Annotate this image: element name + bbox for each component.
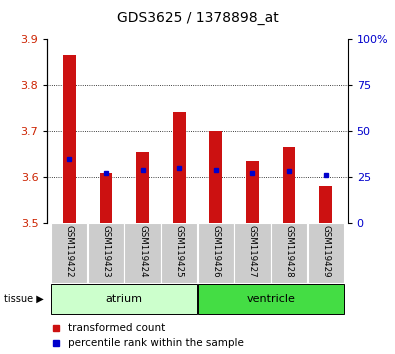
- Text: GSM119427: GSM119427: [248, 225, 257, 278]
- Bar: [234, 223, 271, 283]
- Text: ventricle: ventricle: [246, 294, 295, 304]
- Bar: [173, 112, 186, 223]
- Text: GSM119429: GSM119429: [321, 225, 330, 277]
- Bar: [198, 223, 234, 283]
- Text: GSM119422: GSM119422: [65, 225, 74, 278]
- Bar: [88, 223, 124, 283]
- Bar: [51, 223, 87, 283]
- Bar: [308, 223, 344, 283]
- Bar: [136, 152, 149, 223]
- Text: GSM119425: GSM119425: [175, 225, 184, 278]
- Text: transformed count: transformed count: [68, 322, 166, 332]
- Bar: [198, 284, 344, 314]
- Text: GSM119428: GSM119428: [284, 225, 293, 278]
- Text: GDS3625 / 1378898_at: GDS3625 / 1378898_at: [117, 11, 278, 25]
- Bar: [124, 223, 161, 283]
- Text: GSM119424: GSM119424: [138, 225, 147, 278]
- Bar: [100, 173, 113, 223]
- Bar: [209, 131, 222, 223]
- Bar: [51, 284, 198, 314]
- Text: percentile rank within the sample: percentile rank within the sample: [68, 338, 244, 348]
- Bar: [161, 223, 198, 283]
- Bar: [271, 223, 307, 283]
- Bar: [63, 55, 76, 223]
- Text: GSM119426: GSM119426: [211, 225, 220, 278]
- Bar: [282, 147, 295, 223]
- Text: tissue ▶: tissue ▶: [4, 294, 44, 304]
- Bar: [319, 186, 332, 223]
- Text: atrium: atrium: [106, 294, 143, 304]
- Bar: [246, 161, 259, 223]
- Text: GSM119423: GSM119423: [102, 225, 111, 278]
